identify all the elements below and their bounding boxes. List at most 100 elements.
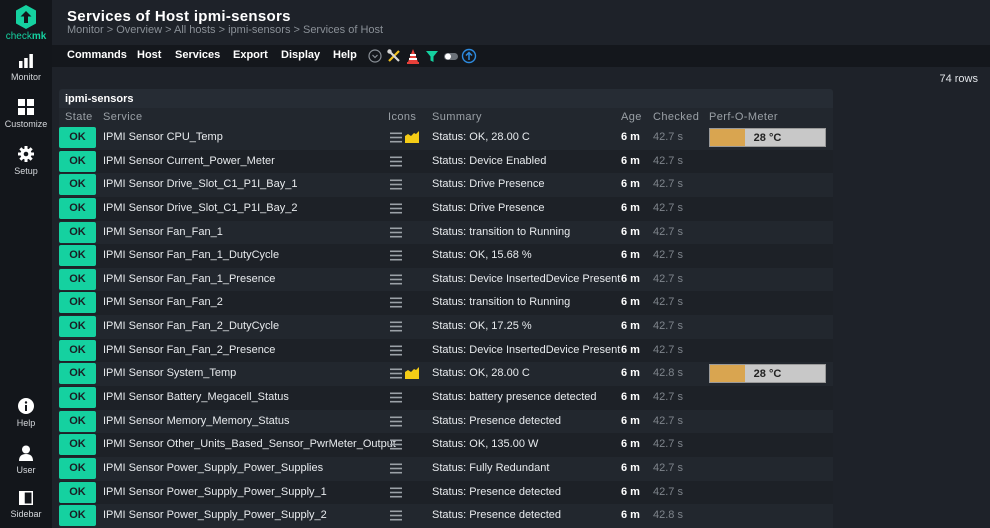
state-badge[interactable]: OK <box>59 292 96 314</box>
menu-display[interactable]: Display <box>281 49 321 61</box>
checkmk-logo[interactable]: checkmk <box>0 4 52 42</box>
state-badge[interactable]: OK <box>59 505 96 527</box>
service-name[interactable]: IPMI Sensor Fan_Fan_2_DutyCycle <box>103 320 280 333</box>
service-name[interactable]: IPMI Sensor Drive_Slot_C1_P1I_Bay_2 <box>103 201 298 214</box>
state-badge[interactable]: OK <box>59 387 96 409</box>
tools-icon[interactable] <box>386 48 402 64</box>
service-name[interactable]: IPMI Sensor Fan_Fan_1_DutyCycle <box>103 249 280 262</box>
checked: 42.7 s <box>653 201 683 214</box>
graph-icon[interactable] <box>405 367 419 380</box>
age: 6 m <box>621 178 640 191</box>
state-badge[interactable]: OK <box>59 221 96 243</box>
action-menu-icon[interactable] <box>390 439 402 450</box>
service-name[interactable]: IPMI Sensor CPU_Temp <box>103 131 223 143</box>
summary: Status: Presence detected <box>432 509 562 522</box>
age: 6 m <box>621 414 640 427</box>
service-name[interactable]: IPMI Sensor Power_Supply_Power_Supply_1 <box>103 485 327 498</box>
service-name[interactable]: IPMI Sensor Battery_Megacell_Status <box>103 391 289 404</box>
service-name[interactable]: IPMI Sensor Power_Supply_Power_Supplies <box>103 461 324 474</box>
state-badge[interactable]: OK <box>59 268 96 290</box>
state-badge[interactable]: OK <box>59 150 96 172</box>
action-menu-icon[interactable] <box>390 368 402 379</box>
service-name[interactable]: IPMI Sensor Other_Units_Based_Sensor_Pwr… <box>103 438 396 451</box>
age: 6 m <box>621 509 640 522</box>
state-badge[interactable]: OK <box>59 363 96 385</box>
state-badge[interactable]: OK <box>59 457 96 479</box>
col-summary[interactable]: Summary <box>432 111 482 123</box>
graph-icon[interactable] <box>405 131 419 143</box>
grid-icon <box>18 99 34 115</box>
summary: Status: Device InsertedDevice Present <box>432 272 621 285</box>
menu-help[interactable]: Help <box>333 49 357 61</box>
action-menu-icon[interactable] <box>390 179 402 190</box>
service-name[interactable]: IPMI Sensor Fan_Fan_1 <box>103 225 223 238</box>
service-name[interactable]: IPMI Sensor System_Temp <box>103 367 237 380</box>
state-badge[interactable]: OK <box>59 316 96 338</box>
table-row: OK IPMI Sensor Fan_Fan_1 Status: transit… <box>59 220 833 245</box>
action-menu-icon[interactable] <box>390 156 402 167</box>
perf-o-meter[interactable]: 28 °C <box>709 128 826 147</box>
action-menu-icon[interactable] <box>390 463 402 474</box>
sidebar-item-help[interactable]: Help <box>0 398 52 428</box>
sidebar-item-monitor[interactable]: Monitor <box>0 54 52 82</box>
state-badge[interactable]: OK <box>59 434 96 456</box>
sidebar-icon <box>19 491 33 505</box>
action-menu-icon[interactable] <box>390 416 402 427</box>
sidebar-item-sidebar[interactable]: Sidebar <box>0 491 52 519</box>
filter-icon[interactable] <box>424 48 440 64</box>
state-badge[interactable]: OK <box>59 127 96 148</box>
warning-cone-icon[interactable] <box>405 48 421 64</box>
col-perf-o-meter[interactable]: Perf-O-Meter <box>709 111 778 123</box>
action-menu-icon[interactable] <box>390 321 402 332</box>
action-menu-icon[interactable] <box>390 203 402 214</box>
col-checked[interactable]: Checked <box>653 111 700 123</box>
upload-icon[interactable] <box>461 48 477 64</box>
sidebar-item-customize[interactable]: Customize <box>0 99 52 129</box>
col-icons[interactable]: Icons <box>388 111 417 123</box>
service-name[interactable]: IPMI Sensor Drive_Slot_C1_P1I_Bay_1 <box>103 178 298 191</box>
action-menu-icon[interactable] <box>390 510 402 521</box>
action-menu-icon[interactable] <box>390 392 402 403</box>
action-menu-icon[interactable] <box>390 250 402 261</box>
action-menu-icon[interactable] <box>390 132 402 143</box>
chevron-down-circle-icon[interactable] <box>367 48 383 64</box>
action-menu-icon[interactable] <box>390 274 402 285</box>
menubar: Commands Host Services Export Display He… <box>52 45 990 67</box>
sidebar-item-user[interactable]: User <box>0 445 52 475</box>
service-name[interactable]: IPMI Sensor Memory_Memory_Status <box>103 414 290 427</box>
state-badge[interactable]: OK <box>59 245 96 267</box>
state-badge[interactable]: OK <box>59 174 96 196</box>
checked: 42.8 s <box>653 509 683 522</box>
col-service[interactable]: Service <box>103 111 143 123</box>
service-name[interactable]: IPMI Sensor Current_Power_Meter <box>103 154 275 167</box>
sidebar-item-label: Monitor <box>10 72 41 82</box>
state-badge[interactable]: OK <box>59 481 96 503</box>
service-name[interactable]: IPMI Sensor Fan_Fan_2_Presence <box>103 343 276 356</box>
page-header: Services of Host ipmi-sensors Monitor > … <box>52 0 990 44</box>
table-row: OK IPMI Sensor Fan_Fan_1_DutyCycle Statu… <box>59 244 833 268</box>
service-name[interactable]: IPMI Sensor Fan_Fan_2 <box>103 296 223 309</box>
state-badge[interactable]: OK <box>59 339 96 361</box>
host-group-header[interactable]: ipmi-sensors <box>59 89 833 108</box>
age: 6 m <box>621 131 640 143</box>
state-badge[interactable]: OK <box>59 410 96 432</box>
toggle-icon[interactable] <box>443 48 459 64</box>
action-menu-icon[interactable] <box>390 487 402 498</box>
menu-export[interactable]: Export <box>233 49 268 61</box>
menu-services[interactable]: Services <box>175 49 221 61</box>
action-menu-icon[interactable] <box>390 297 402 308</box>
menu-host[interactable]: Host <box>137 49 162 61</box>
perf-o-meter[interactable]: 28 °C <box>709 364 826 384</box>
service-name[interactable]: IPMI Sensor Fan_Fan_1_Presence <box>103 272 276 285</box>
col-state[interactable]: State <box>65 111 93 123</box>
service-name[interactable]: IPMI Sensor Power_Supply_Power_Supply_2 <box>103 509 327 522</box>
col-age[interactable]: Age <box>621 111 642 123</box>
sidebar-item-setup[interactable]: Setup <box>0 146 52 176</box>
action-menu-icon[interactable] <box>390 227 402 238</box>
state-badge[interactable]: OK <box>59 197 96 219</box>
action-menu-icon[interactable] <box>390 345 402 356</box>
menu-commands[interactable]: Commands <box>67 49 127 61</box>
breadcrumb[interactable]: Monitor > Overview > All hosts > ipmi-se… <box>67 24 384 36</box>
summary: Status: Fully Redundant <box>432 461 550 474</box>
checked: 42.7 s <box>653 249 683 262</box>
